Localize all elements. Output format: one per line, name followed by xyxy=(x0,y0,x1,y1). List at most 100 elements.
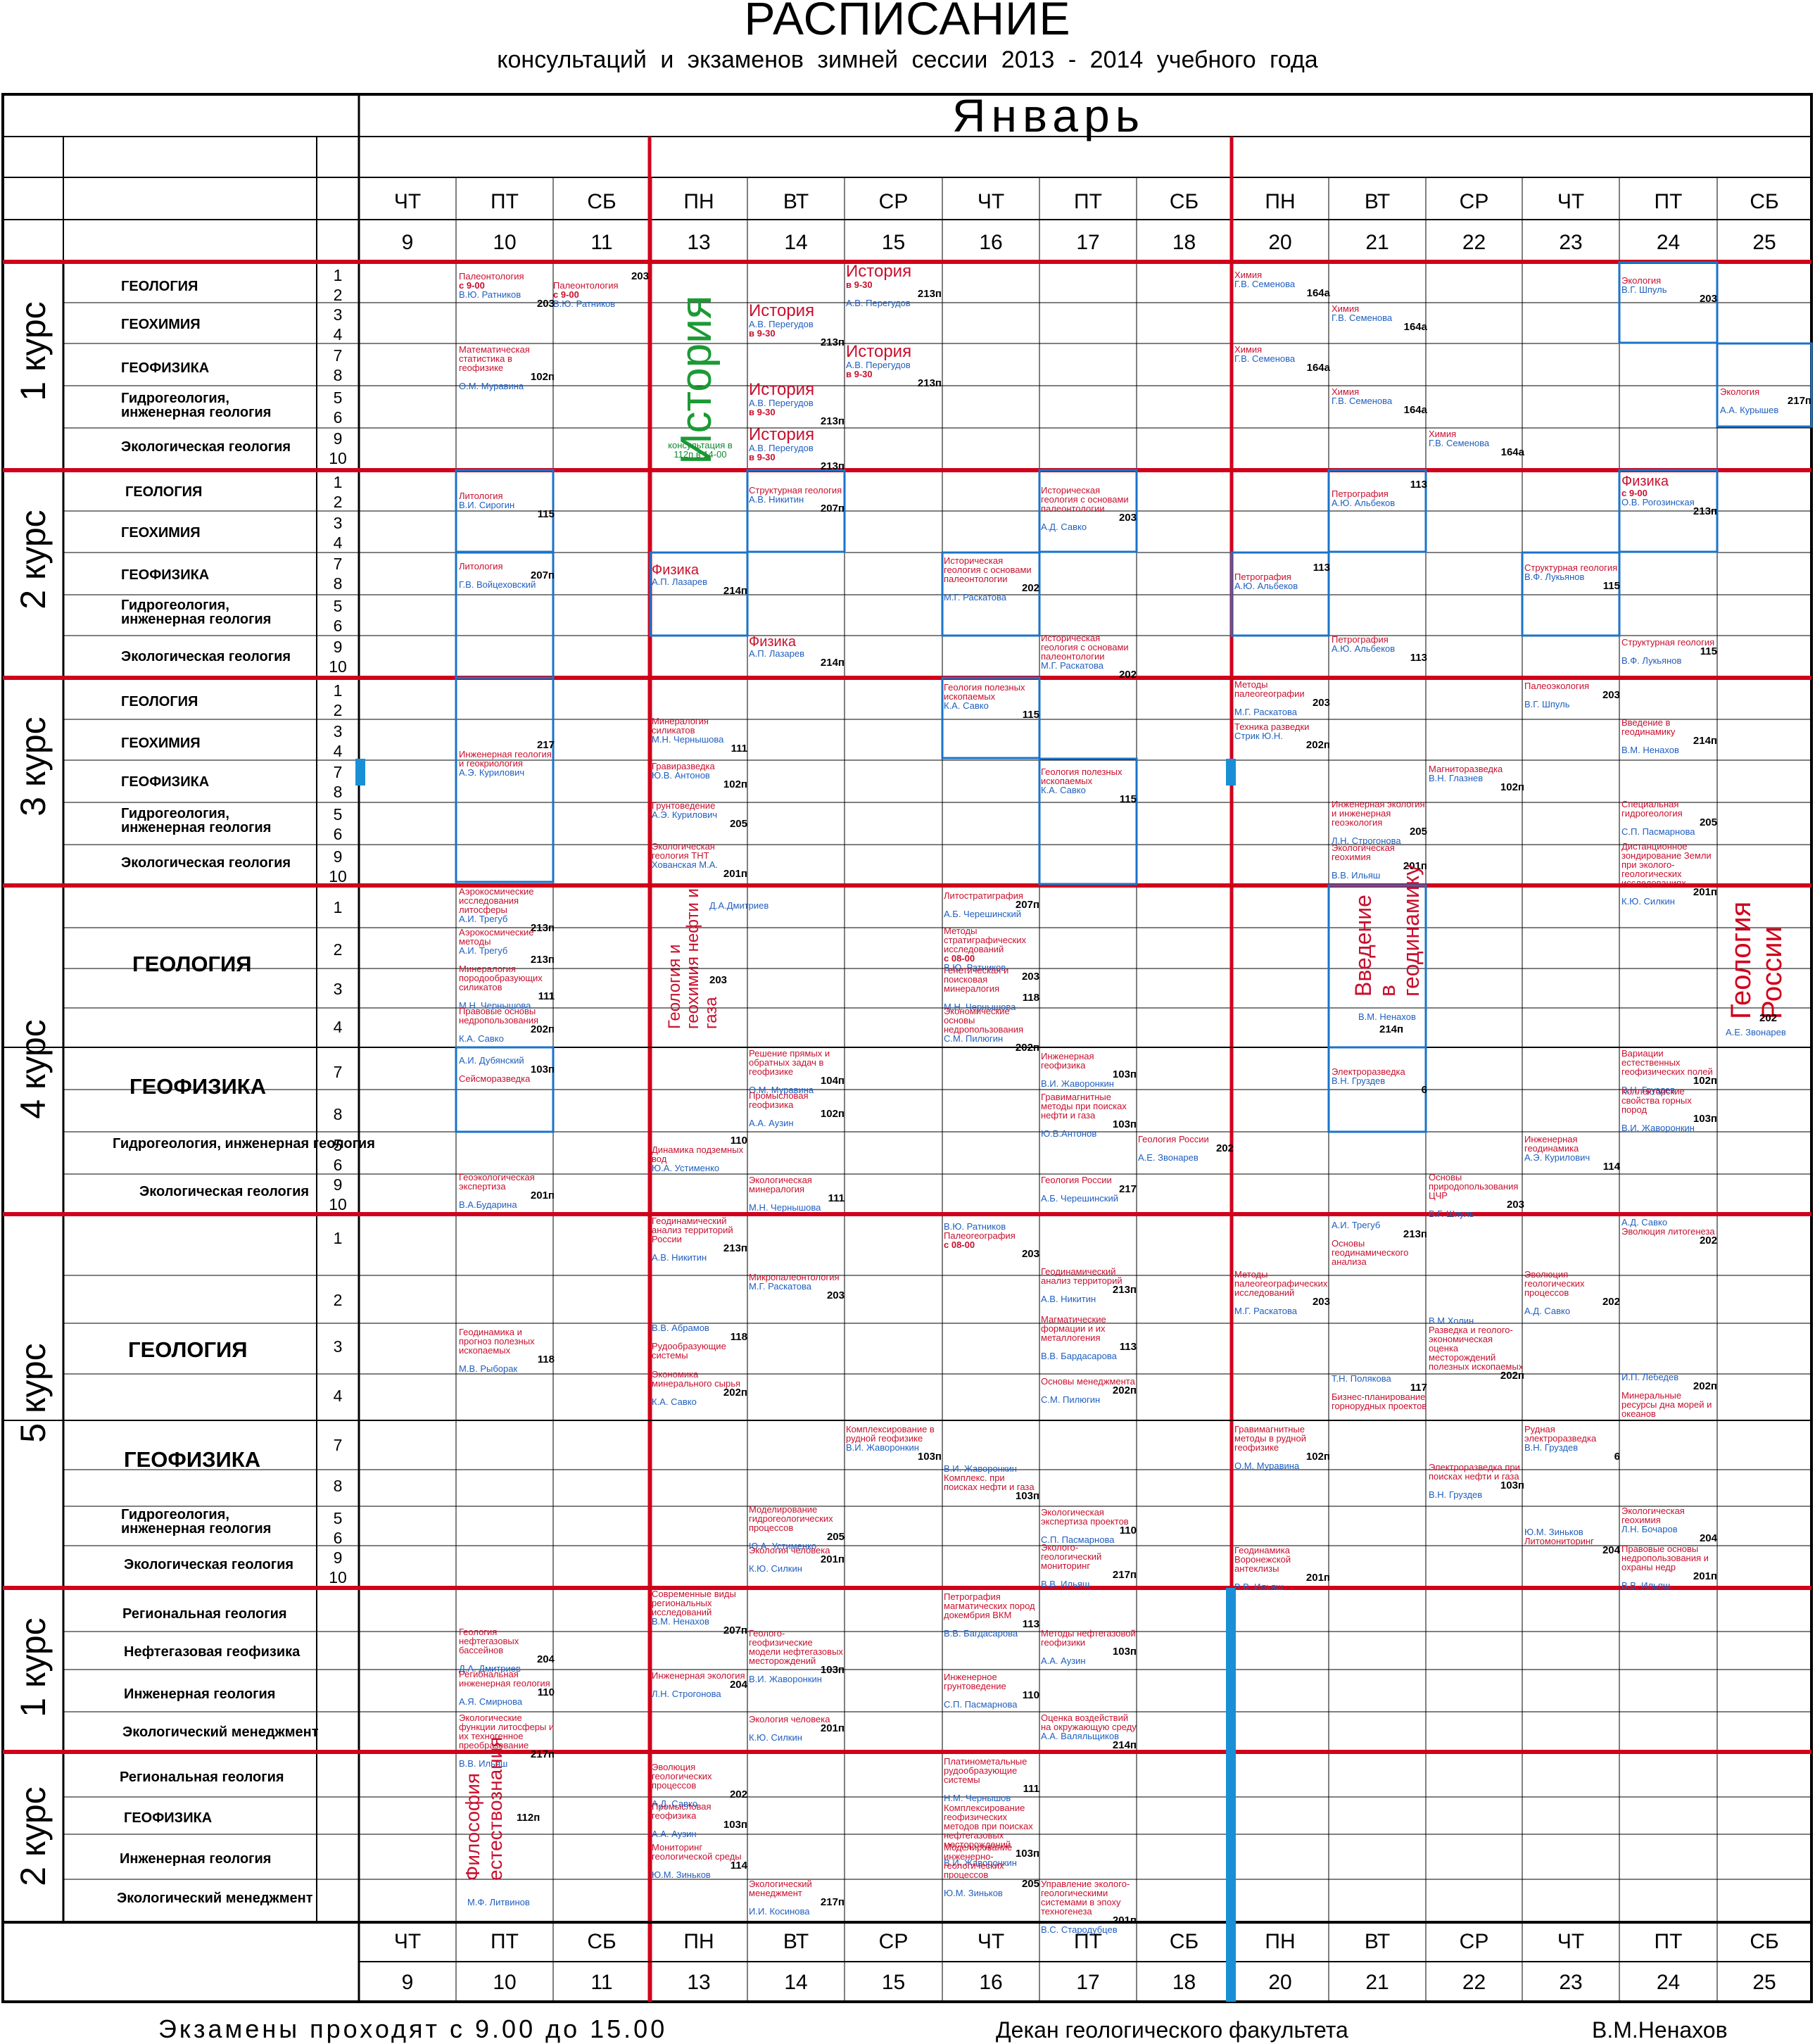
event-name: Современные виды региональных исследован… xyxy=(652,1589,736,1617)
event-teacher: А.И. Трегуб xyxy=(459,914,508,924)
exam-box xyxy=(1038,757,1138,885)
exam-event: Т.Н. Полякова 117 Бизнес-планирование горн… xyxy=(1332,1374,1427,1411)
course-label-1: 2 курс xyxy=(13,510,53,610)
event-room: 202п xyxy=(723,1387,747,1399)
event-name: Техника разведки xyxy=(1234,721,1310,732)
exam-box xyxy=(941,551,1041,637)
date-header-7: 17 xyxy=(1076,231,1100,254)
event-teacher: М.Н. Чернышова xyxy=(749,1202,821,1213)
event-room: 102п xyxy=(820,1108,845,1120)
exam-event: 110 Динамика подземных вод Ю.А. Устименко xyxy=(652,1135,747,1173)
event-room: 113 xyxy=(1119,1341,1137,1353)
exam-box xyxy=(746,469,846,553)
event-name: Экологическая геология ТНТ xyxy=(652,841,715,861)
event-room: 201п xyxy=(723,868,747,880)
exam-event: Геоэкологическая экспертиза 201п В.А.Будар… xyxy=(459,1173,555,1209)
event-room: 205 xyxy=(826,1531,845,1543)
exam-event: Инженерная геодинамика А.Э. Курилович 114 xyxy=(1524,1134,1620,1173)
group-number: 2 xyxy=(333,701,343,719)
exam-event: Химия Г.В. Семенова 164а xyxy=(1332,387,1427,415)
event-room: 114 xyxy=(1602,1161,1620,1173)
weekday-header-0: ЧТ xyxy=(393,190,422,213)
event-teacher: М.Г. Раскатова xyxy=(1234,707,1298,717)
exam-event: Экологические функции литосферы и их тех… xyxy=(459,1713,555,1768)
event-teacher: А.И. Дубянский xyxy=(459,1055,524,1066)
event-teacher: Г.В. Семенова xyxy=(1234,279,1296,289)
event-note: с 08-00 xyxy=(944,953,975,964)
group-number: 9 xyxy=(333,1175,343,1194)
exam-event: Мониторинг геологической среды 114 Ю.М. Зи… xyxy=(652,1843,747,1879)
group-number: 3 xyxy=(333,722,343,740)
group-number: 7 xyxy=(333,763,343,781)
event-room: 114 xyxy=(730,1860,747,1872)
event-teacher: Ю.М. Зиньков xyxy=(944,1888,1003,1898)
event-name: Методы палеогеографии xyxy=(1234,679,1305,699)
event-name: Промысловая геофизика xyxy=(749,1090,809,1110)
event-name: Генетическая и поисковая минералогия xyxy=(944,965,1009,994)
event-room: 102п xyxy=(1500,781,1524,793)
event-name: Эволюция геологических процессов xyxy=(652,1762,712,1791)
weekday-header-1: ПТ xyxy=(491,190,519,213)
event-teacher: А.В. Перегудов xyxy=(846,360,911,370)
event-name: Динамика подземных вод xyxy=(652,1144,744,1164)
page-title: РАСПИСАНИЕ xyxy=(744,0,1071,44)
exam-event: Минералогия силикатов М.Н. Чернышова 111 xyxy=(652,717,747,754)
event-name: Геология полезных ископаемых xyxy=(1041,766,1122,786)
group-number: 8 xyxy=(333,1477,343,1495)
event-note: с 9-00 xyxy=(1621,488,1648,498)
event-room: 110 xyxy=(730,1135,747,1147)
event-teacher: В.И. Жаворонкин xyxy=(944,1857,1017,1868)
event-philosophy-vertical: Философия естествознания xyxy=(462,1736,506,1881)
event-teacher: А.В. Перегудов xyxy=(749,319,814,329)
event-room: 102п xyxy=(723,778,747,790)
event-name: Структурная геология xyxy=(1621,637,1715,648)
event-teacher: А.Д. Савко xyxy=(1041,522,1087,532)
event-history-vertical: История xyxy=(672,295,721,465)
event-name: Коллекторские свойства горных пород xyxy=(1621,1086,1692,1115)
event-teacher: А.Д. Савко xyxy=(1524,1306,1571,1316)
event-teacher: А.В. Перегудов xyxy=(749,398,814,408)
event-name: Геология России xyxy=(1138,1134,1209,1144)
subject-label: ГЕОХИМИЯ xyxy=(121,736,201,751)
subject-label: ГЕОФИЗИКА xyxy=(121,567,210,583)
event-name: Минералогия породообразующих силикатов xyxy=(459,964,543,992)
event-teacher: Д.А.Дмитриев xyxy=(709,900,769,911)
event-teacher: К.Ю. Силкин xyxy=(749,1563,802,1574)
event-room: 213п xyxy=(917,377,942,389)
exam-event: Ю.М. Зиньков Литомониторинг 204 xyxy=(1524,1527,1620,1556)
exam-event: Экологический менеджмент 217п И.И. Косинов… xyxy=(749,1879,845,1916)
event-room: 214п xyxy=(1693,735,1717,747)
event-room: 113 xyxy=(1022,1618,1039,1630)
exam-event: Историческая геология с основами палеонт… xyxy=(944,556,1039,602)
event-room: 102п xyxy=(530,371,555,383)
event-name: Петрография xyxy=(1234,572,1291,582)
exam-event: Аэрокосмические исследования литосферы А.… xyxy=(459,887,555,933)
event-teacher: В.В. Бардасарова xyxy=(1041,1351,1117,1361)
event-name: Инженерная геодинамика xyxy=(1524,1134,1579,1154)
event-room: 201п xyxy=(1403,860,1427,872)
event-teacher: А.А. Аузин xyxy=(1041,1655,1086,1666)
date-footer-11: 22 xyxy=(1462,1971,1486,1994)
event-name: Оценка воздействий на окружающую среду xyxy=(1041,1712,1137,1732)
exam-event: Гравимагнитные методы при поисках нефти … xyxy=(1041,1092,1137,1138)
group-number: 6 xyxy=(333,617,343,635)
event-room: 201п xyxy=(820,1722,845,1734)
weekday-footer-13: ПТ xyxy=(1654,1930,1683,1953)
event-room: 213п xyxy=(820,415,845,427)
event-room: 103п xyxy=(917,1451,942,1463)
event-teacher: В.Ю. Ратников xyxy=(459,289,521,300)
exam-event: Генетическая и поисковая минералогия 118 М… xyxy=(944,966,1039,1011)
exam-event: Инженерное грунтоведение 110 С.П. Пасмарно… xyxy=(944,1672,1039,1709)
exam-event: Дистанционное зондирование Земли при эко… xyxy=(1621,842,1717,906)
event-room: 103п xyxy=(1500,1480,1524,1491)
exam-event: Экологическая экспертиза проектов 110 С.П.… xyxy=(1041,1508,1137,1544)
event-room: 203 xyxy=(1118,512,1137,524)
event-room: 214п xyxy=(820,657,845,669)
event-teacher: Ю.М. Зиньков xyxy=(652,1869,711,1880)
event-name: Историческая геология с основами палеонт… xyxy=(1041,633,1129,662)
exam-event: Литология В.И. Сирогин 115 xyxy=(459,491,555,519)
event-name: Инженерная геофизика xyxy=(1041,1051,1094,1071)
event-teacher: В.В. Ильяш xyxy=(1332,870,1381,881)
event-teacher: А.Е. Звонарев xyxy=(1138,1152,1199,1163)
event-room: 112п xyxy=(517,1812,540,1824)
